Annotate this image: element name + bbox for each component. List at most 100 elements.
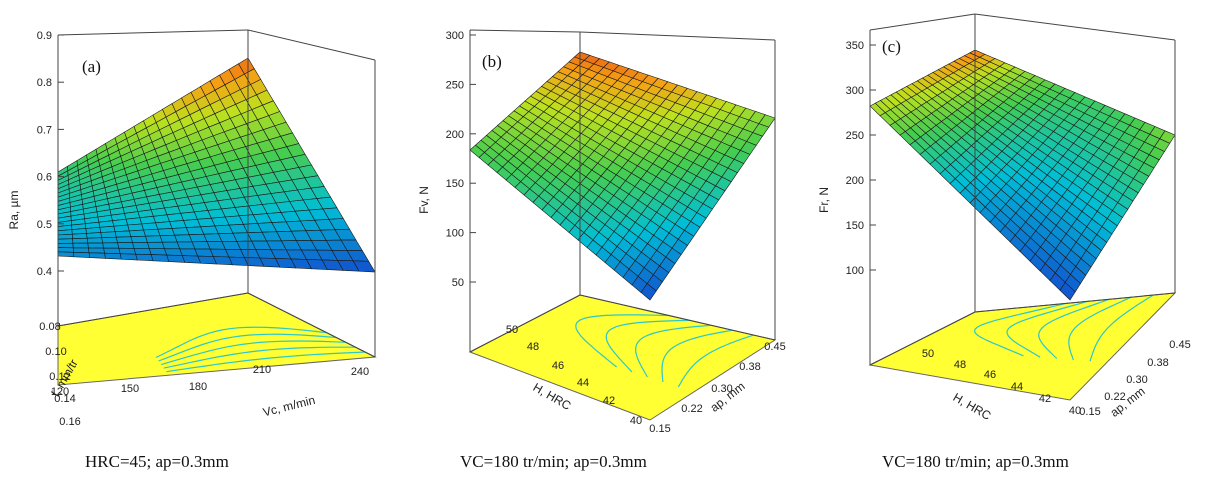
axis-frame-line — [469, 29, 581, 33]
z-tick-label: 250 — [446, 79, 464, 91]
z-tick-label: 200 — [446, 129, 464, 141]
z-tick-label: 0.9 — [37, 30, 52, 42]
contour-line — [973, 302, 1067, 357]
y-tick-label: 0.12 — [49, 371, 70, 383]
contour-line — [634, 324, 712, 378]
x-tick-label: 46 — [552, 360, 564, 372]
surface-cell — [72, 247, 90, 254]
axis-frame-line — [974, 13, 1176, 41]
z-tick-label: 250 — [846, 130, 864, 142]
surface-cell — [72, 237, 89, 244]
contour-floor — [57, 292, 377, 386]
surface-cell — [87, 242, 104, 249]
x-tick-label: 210 — [253, 364, 271, 376]
surface-cell — [104, 252, 122, 260]
z-tick-label: 200 — [846, 175, 864, 187]
surface-cell — [145, 235, 163, 243]
y-tick-label: 0.22 — [681, 403, 702, 415]
contour-line — [1006, 300, 1088, 358]
x-tick-label: 50 — [506, 324, 518, 336]
surface-cell — [159, 234, 178, 243]
caption-a: HRC=45; ap=0.3mm — [85, 452, 229, 471]
z-tick-label: 50 — [452, 277, 464, 289]
y-tick-label: 0.08 — [39, 321, 60, 333]
caption-c: VC=180 tr/min; ap=0.3mm — [882, 452, 1069, 471]
surface-cell — [88, 252, 106, 259]
surface-cell — [57, 251, 75, 258]
surface-cell — [166, 254, 186, 263]
z-tick-label: 100 — [446, 228, 464, 240]
surface-cell — [141, 222, 159, 231]
x-tick-label: 42 — [1039, 393, 1051, 405]
surface-plot-a: 0.4 0.5 0.6 0.7 0.8 0.9 120 150 180 210 240 0.08 0.1… — [7, 29, 377, 428]
surface-cell — [57, 233, 73, 240]
x-tick-label: 44 — [1011, 381, 1023, 393]
surface-cell — [86, 232, 103, 239]
surface-cell — [117, 242, 135, 249]
surface-plot-c: 1001502002503003504042444648500.150.220.… — [817, 13, 1191, 423]
x-tick-label: 40 — [1069, 405, 1081, 417]
axis-frame-line — [579, 31, 776, 41]
surface-cell — [133, 248, 152, 255]
y-tick-label: 0.45 — [764, 341, 785, 353]
x-tick-label: 40 — [630, 415, 642, 427]
y-tick-label: 0.30 — [1126, 374, 1147, 386]
surface-cell — [157, 228, 176, 237]
axis-frame-line — [869, 311, 976, 366]
z-tick-label: 100 — [846, 265, 864, 277]
chart-panel-c: 100 150 200 250 300 350 40 42 44 46 48 50 0.15 0.22 0.… — [800, 0, 1206, 480]
x-tick-label: 46 — [984, 369, 996, 381]
y-tick-label: 0.30 — [711, 383, 732, 395]
surface-cell — [143, 228, 161, 237]
surface-cell — [161, 241, 181, 250]
contour-line — [661, 329, 733, 383]
z-axis-label: Fv, N — [417, 186, 431, 214]
contour-line — [161, 340, 346, 366]
axis-frame-line — [57, 292, 249, 327]
surface-cell — [73, 251, 91, 258]
surface-cell — [115, 236, 133, 244]
axis-frame-line — [974, 292, 1176, 313]
contour-line — [575, 314, 669, 368]
y-tick-label: 0.22 — [1104, 391, 1125, 403]
y-tick-label: 0.15 — [649, 423, 670, 435]
x-tick-label: 50 — [922, 348, 934, 360]
z-tick-label: 300 — [846, 85, 864, 97]
x-tick-label: 180 — [189, 381, 207, 393]
x-tick-label: 44 — [577, 377, 589, 389]
contour-line — [605, 319, 690, 373]
y-tick-label: 0.15 — [1079, 406, 1100, 418]
contour-line — [166, 351, 366, 373]
axis-frame-line — [579, 294, 776, 341]
z-tick-label: 0.5 — [37, 219, 52, 231]
panel-label: (b) — [482, 52, 502, 71]
surface-cell — [102, 242, 120, 249]
x-axis-label: H, HRC — [951, 390, 994, 423]
axis-frame-line — [247, 292, 376, 358]
x-tick-label: 48 — [954, 359, 966, 371]
z-tick-label: 150 — [446, 178, 464, 190]
surface-cell — [57, 238, 74, 244]
z-tick-label: 0.6 — [37, 172, 52, 184]
x-tick-label: 120 — [51, 386, 69, 398]
surface-cell — [155, 221, 173, 230]
x-axis-label: Vc, m/min — [261, 393, 316, 419]
y-tick-label: 0.38 — [739, 361, 760, 373]
surface-cell — [86, 237, 104, 244]
contour-line — [158, 333, 337, 362]
panel-label: (c) — [882, 37, 901, 56]
chart-panel-a: 0.4 0.5 0.6 0.7 0.8 0.9 120 150 180 210 240 0.08 0.1… — [0, 0, 400, 480]
contour-line — [155, 326, 327, 359]
panel-label: (a) — [82, 57, 101, 76]
y-tick-label: 0.45 — [1169, 339, 1190, 351]
y-tick-label: 0.10 — [45, 346, 66, 358]
contour-line — [1038, 298, 1110, 359]
surface-cell — [71, 233, 88, 240]
z-tick-label: 0.4 — [37, 266, 52, 278]
y-tick-label: 0.14 — [54, 393, 75, 405]
z-axis-label: Fr, N — [817, 187, 831, 213]
x-tick-label: 240 — [351, 366, 369, 378]
z-tick-label: 0.7 — [37, 124, 52, 136]
x-tick-label: 48 — [527, 341, 539, 353]
surface-cell — [113, 224, 130, 233]
